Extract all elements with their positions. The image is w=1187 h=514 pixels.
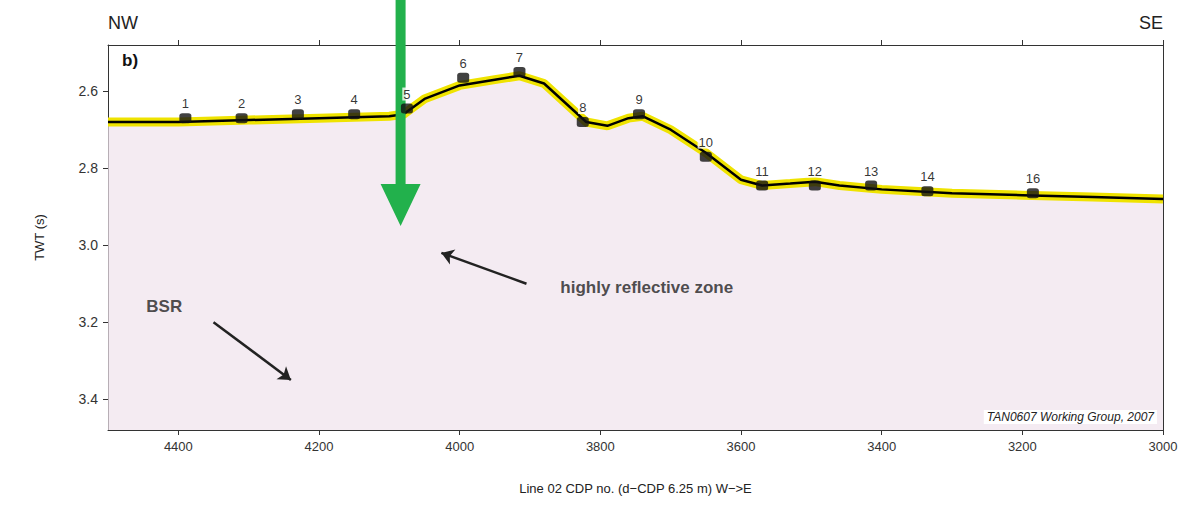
svg-text:Line 02 CDP no. (d−CDP 6.25 m): Line 02 CDP no. (d−CDP 6.25 m) W−>E <box>519 481 752 496</box>
svg-text:13: 13 <box>864 164 878 179</box>
svg-text:3.0: 3.0 <box>79 237 99 253</box>
svg-text:3200: 3200 <box>1008 439 1037 454</box>
svg-text:highly reflective zone: highly reflective zone <box>560 278 733 297</box>
svg-text:4400: 4400 <box>164 439 193 454</box>
svg-text:NW: NW <box>108 13 138 33</box>
svg-text:12: 12 <box>808 164 822 179</box>
svg-text:3600: 3600 <box>727 439 756 454</box>
svg-text:7: 7 <box>516 50 523 65</box>
svg-text:10: 10 <box>699 135 713 150</box>
svg-text:8: 8 <box>579 100 586 115</box>
svg-text:3800: 3800 <box>586 439 615 454</box>
svg-text:4000: 4000 <box>445 439 474 454</box>
svg-text:16: 16 <box>1026 171 1040 186</box>
svg-text:b): b) <box>122 51 138 70</box>
svg-text:3000: 3000 <box>1149 439 1178 454</box>
svg-text:6: 6 <box>460 56 467 71</box>
svg-text:3.4: 3.4 <box>79 391 99 407</box>
svg-text:2.8: 2.8 <box>79 160 99 176</box>
svg-text:11: 11 <box>755 164 769 179</box>
svg-text:BSR: BSR <box>146 297 182 316</box>
svg-text:4200: 4200 <box>305 439 334 454</box>
svg-text:1: 1 <box>182 96 189 111</box>
svg-text:2.6: 2.6 <box>79 83 99 99</box>
svg-text:TAN0607 Working Group, 2007: TAN0607 Working Group, 2007 <box>987 410 1156 424</box>
svg-text:TWT (s): TWT (s) <box>32 214 47 261</box>
svg-text:5: 5 <box>403 87 410 102</box>
svg-text:3: 3 <box>294 92 301 107</box>
svg-text:3400: 3400 <box>867 439 896 454</box>
svg-text:14: 14 <box>920 169 934 184</box>
svg-text:SE: SE <box>1139 13 1163 33</box>
svg-text:4: 4 <box>351 92 358 107</box>
svg-text:3.2: 3.2 <box>79 314 99 330</box>
svg-text:2: 2 <box>238 96 245 111</box>
svg-text:9: 9 <box>635 92 642 107</box>
